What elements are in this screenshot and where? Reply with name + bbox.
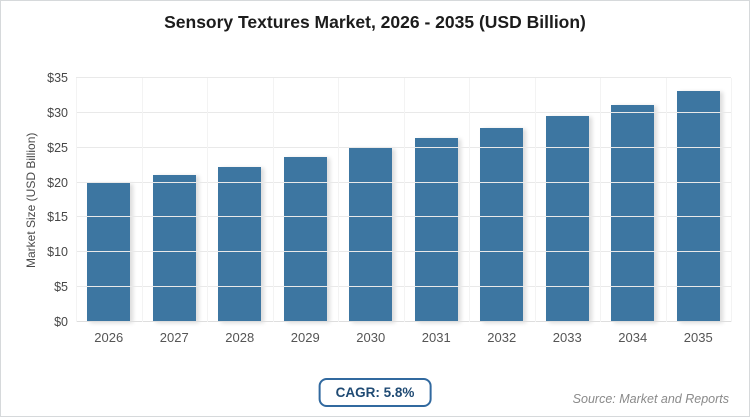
bar-column (469, 78, 535, 322)
bar-2034 (611, 104, 655, 322)
bar-2026 (87, 183, 131, 322)
bar-column (273, 78, 339, 322)
y-tick-label: $0 (54, 315, 68, 329)
bar-column (535, 78, 601, 322)
x-tick-label: 2032 (487, 330, 517, 345)
bars-row (76, 78, 731, 322)
bar-column (666, 78, 732, 322)
y-tick-label: $35 (47, 71, 68, 85)
gridline-v (731, 78, 732, 322)
x-tick-label: 2031 (421, 330, 451, 345)
gridline-v (76, 78, 77, 322)
source-note: Source: Market and Reports (572, 392, 729, 406)
gridline-h (76, 77, 731, 78)
gridline-v (403, 78, 405, 322)
gridline-v (141, 78, 143, 322)
bar-column (404, 78, 470, 322)
gridline-v (469, 78, 470, 322)
bar-column (207, 78, 273, 322)
chart-title: Sensory Textures Market, 2026 - 2035 (US… (164, 12, 586, 32)
bar-column (600, 78, 666, 322)
x-tick-label: 2026 (94, 330, 124, 345)
y-axis-ticks: $0 $5 $10 $15 $20 $25 $30 $35 (1, 1, 68, 416)
gridline-v (338, 78, 339, 322)
plot-area (76, 77, 732, 322)
y-tick-label: $15 (47, 210, 68, 225)
bar-2027 (152, 174, 196, 322)
bar-column (76, 78, 142, 322)
y-tick-label: $5 (54, 280, 68, 295)
y-tick-label: $30 (47, 105, 68, 120)
gridline-v (600, 78, 601, 322)
x-tick-label: 2028 (225, 330, 255, 345)
x-tick-label: 2033 (552, 330, 582, 345)
bar-2035 (676, 91, 720, 322)
x-tick-label: 2029 (290, 330, 320, 345)
x-axis-labels: 2026 2027 2028 2029 2030 2031 2032 2033 2034 2035 (76, 330, 731, 345)
y-tick-label: $25 (47, 140, 68, 155)
bar-2030 (349, 148, 393, 322)
gridline-v (272, 78, 274, 322)
y-tick-label: $20 (47, 175, 68, 190)
bar-2028 (218, 166, 262, 322)
x-tick-label: 2030 (356, 330, 386, 345)
bar-2032 (480, 127, 524, 322)
bar-2031 (414, 137, 458, 322)
x-tick-label: 2034 (618, 330, 648, 345)
cagr-badge: CAGR: 5.8% (318, 378, 432, 407)
x-tick-label: 2027 (159, 330, 189, 345)
bar-2033 (545, 116, 589, 322)
bar-column (142, 78, 208, 322)
gridline-v (665, 78, 667, 322)
gridline-v (534, 78, 536, 322)
y-tick-label: $10 (47, 245, 68, 260)
gridline-v (207, 78, 208, 322)
x-tick-label: 2035 (683, 330, 713, 345)
bar-2029 (283, 157, 327, 322)
bar-column (338, 78, 404, 322)
